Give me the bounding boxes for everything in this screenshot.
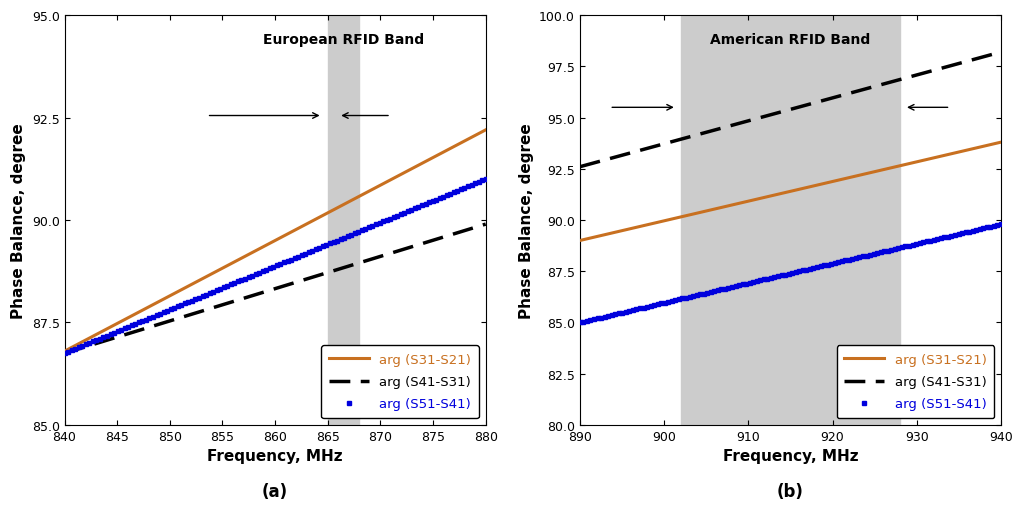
Y-axis label: Phase Balance, degree: Phase Balance, degree (11, 123, 26, 318)
Text: (a): (a) (262, 483, 288, 500)
Legend: arg (S31-S21), arg (S41-S31), arg (S51-S41): arg (S31-S21), arg (S41-S31), arg (S51-S… (322, 345, 479, 418)
Legend: arg (S31-S21), arg (S41-S31), arg (S51-S41): arg (S31-S21), arg (S41-S31), arg (S51-S… (837, 345, 994, 418)
Text: (b): (b) (777, 483, 804, 500)
X-axis label: Frequency, MHz: Frequency, MHz (207, 448, 343, 463)
X-axis label: Frequency, MHz: Frequency, MHz (723, 448, 858, 463)
Text: European RFID Band: European RFID Band (263, 33, 424, 46)
Bar (328, 16, 359, 425)
Text: American RFID Band: American RFID Band (711, 33, 870, 46)
Bar (681, 16, 900, 425)
Y-axis label: Phase Balance, degree: Phase Balance, degree (518, 123, 534, 318)
